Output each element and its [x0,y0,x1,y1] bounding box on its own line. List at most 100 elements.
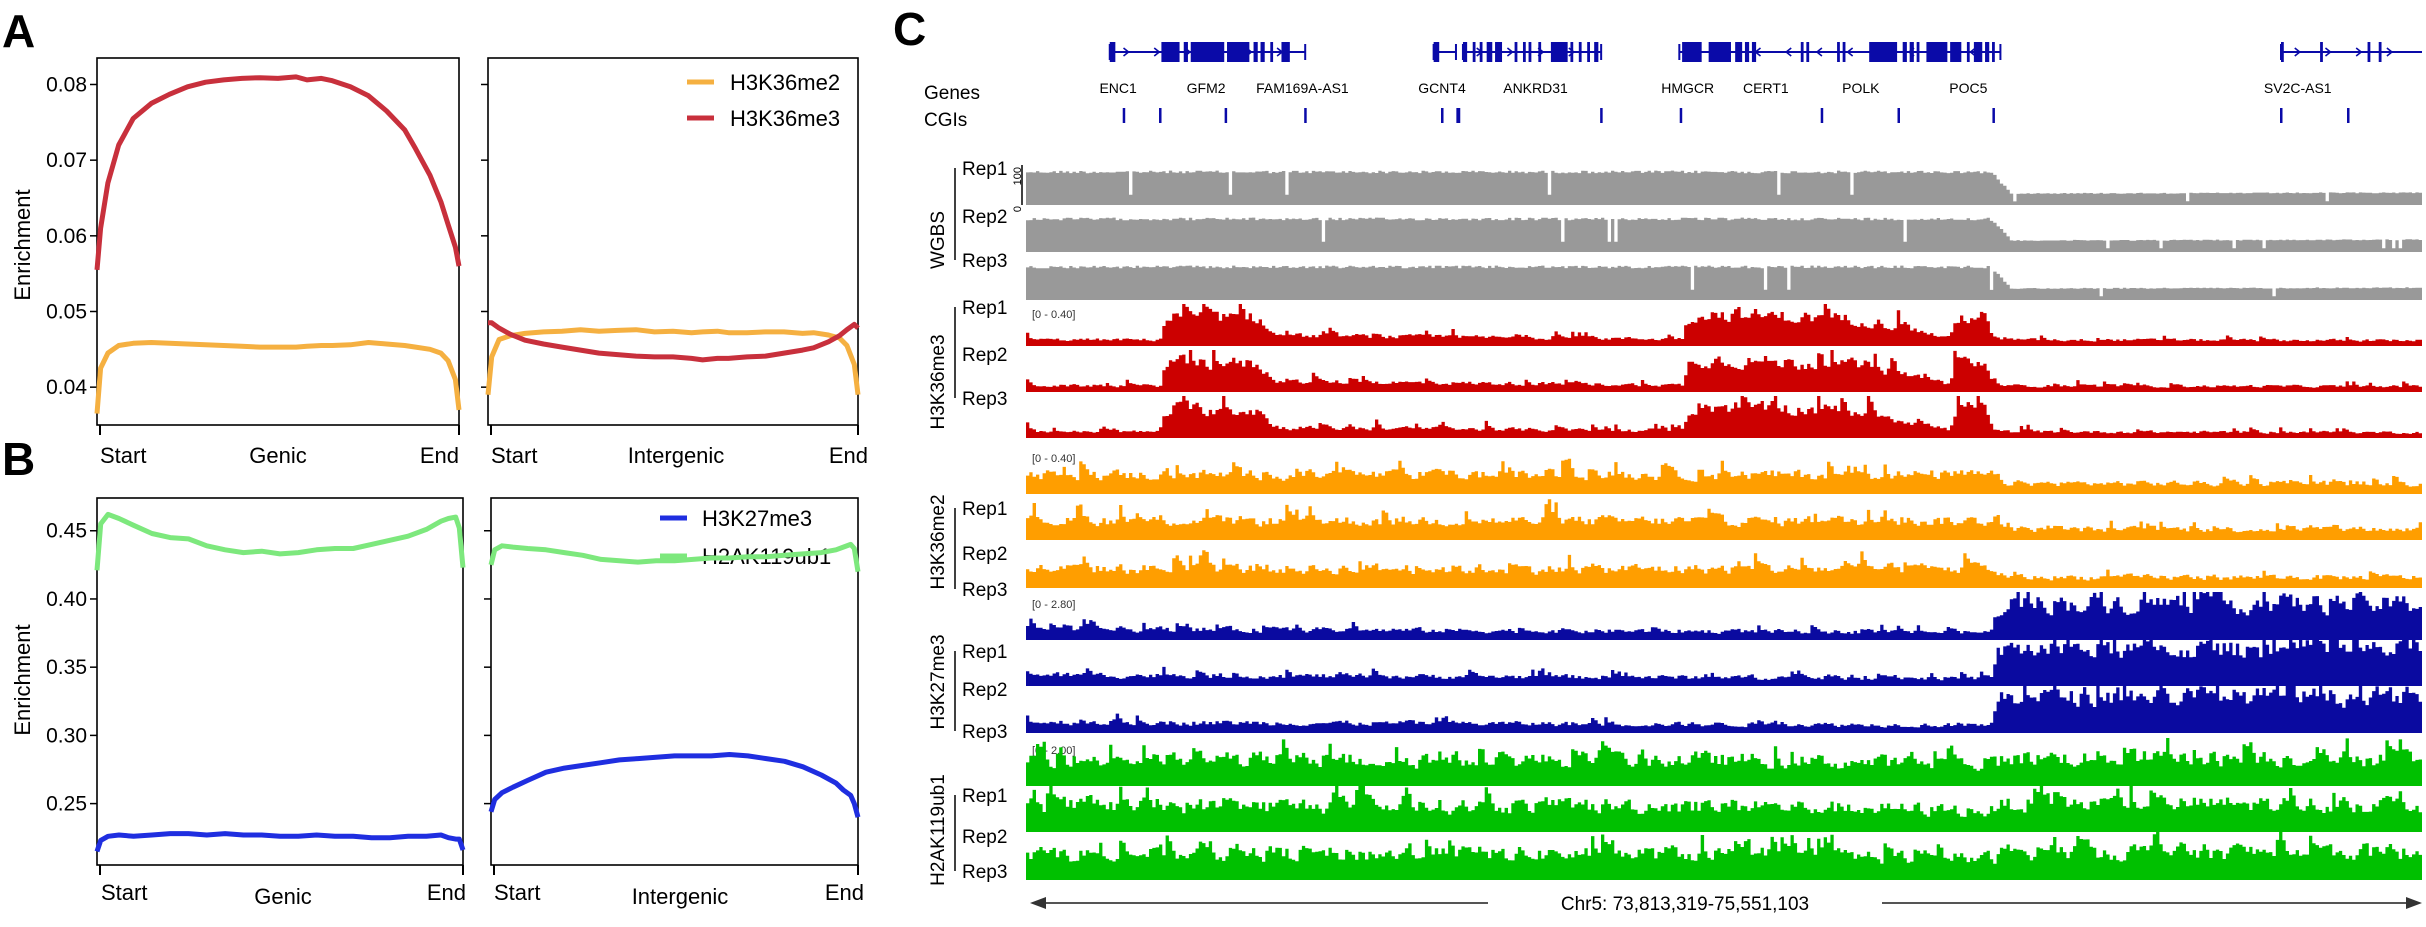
gene-label: POLK [1842,80,1880,96]
exon [1985,42,1990,62]
exon [1161,42,1180,62]
chart-b-intergenic: Intergenic Start End H3K27me3 H2AK119ub1 [484,497,864,909]
signal-track-h3k36me2-rep2 [1026,499,2422,540]
exon [1578,42,1582,62]
track-group-h3k27me3: H3K27me3 [0 - 2.80] Rep1 Rep2 Rep3 [928,592,2422,743]
exon [1486,42,1493,62]
x-tick-start: Start [491,443,537,468]
replicate-label: Rep2 [962,827,1007,848]
exon [1183,42,1188,62]
cgi-mark [1820,108,1824,123]
y-tick-label: 0.04 [46,376,87,399]
series-line-h2ak119ub1 [94,511,466,571]
exon [1806,42,1810,62]
legend: H3K36me2 H3K36me3 [687,70,840,131]
signal-track-h3k36me3-rep3 [1026,396,2422,438]
strand-arrow-icon [2386,47,2394,57]
series-line-h3k27me3 [94,831,466,853]
signal-track-h3k27me3-rep1 [1026,592,2422,640]
strand-arrow-icon [1506,47,1514,57]
signal-track-h3k36me3-rep1 [1026,304,2422,346]
panel-label-c: C [893,3,926,55]
exon [1253,42,1258,62]
series-line-h3k36me3 [488,320,860,363]
exon [1109,42,1116,62]
exon [1270,42,1274,62]
cgi-mark [1600,108,1603,123]
legend-label: H3K27me3 [702,506,812,531]
region-label: Chr5: 73,813,319-75,551,103 [1561,894,1809,915]
exon [2378,42,2382,62]
strand-arrow-icon [2324,47,2332,57]
track-range-label: [0 - 0.40] [1032,453,1075,465]
series-line-h3k36me2 [485,327,861,396]
track-scale-max: 100 [1012,167,1024,185]
cgi-mark [2347,108,2350,123]
exon [1708,42,1731,62]
signal-track-wgbs-rep3 [1026,265,2422,300]
track-scale-min: 0 [1012,206,1024,212]
cgi-track [1122,108,2350,123]
x-tick-end: End [420,443,459,468]
y-tick-label: 0.25 [46,793,87,816]
plot-frame [96,57,460,426]
strand-arrow-icon [1969,47,1976,57]
exon [1973,42,1983,62]
gene-label: SV2C-AS1 [2264,80,2332,96]
replicate-label: Rep1 [962,499,1007,520]
series-line-h2ak119ub1 [488,541,861,573]
replicate-label: Rep2 [962,680,1007,701]
chart-a-genic: Enrichment Genic Start End 0.04 0.05 0.06 0… [10,57,462,468]
y-tick-label: 0.07 [46,149,87,172]
plot-frame [490,497,859,866]
y-tick-label: 0.05 [46,300,87,323]
legend-label: H3K36me2 [730,70,840,95]
y-axis-label: Enrichment [10,624,35,735]
exon [1916,42,1920,62]
x-tick-start: Start [101,880,147,905]
exon [1570,42,1574,62]
plot-frame [487,57,859,426]
y-tick-label: 0.40 [46,588,87,611]
track-range-label: [0 - 2.80] [1032,599,1075,611]
signal-track-h3k36me2-rep1 [1026,458,2422,494]
track-group-h3k36me3: H3K36me3 [0 - 0.40] Rep1 Rep2 Rep3 [928,298,2422,438]
exon [1950,42,1962,62]
gene-label: POC5 [1949,80,1987,96]
cgi-mark [1441,108,1444,123]
track-group-label: H3K27me3 [928,634,949,729]
exon [1495,42,1503,62]
replicate-label: Rep2 [962,207,1007,228]
exon [1800,42,1804,62]
strand-arrow-icon [1123,47,1130,57]
track-group-label: H3K36me2 [928,494,949,589]
series-line-h3k27me3 [488,752,861,818]
x-axis-label: Intergenic [632,884,729,909]
exon [1926,42,1948,62]
gene-label: ANKRD31 [1503,80,1568,96]
gene-label: GCNT4 [1418,80,1466,96]
cgi-mark [1122,108,1126,123]
strand-arrow-icon [2294,47,2302,57]
x-tick-end: End [825,880,864,905]
exon [1479,42,1483,62]
exon [1538,42,1542,62]
strand-arrow-icon [1153,47,1161,57]
track-group-label: H2AK119ub1 [928,774,949,886]
exon [1869,42,1898,62]
exon [1190,42,1225,62]
panel-label-a: A [2,5,35,57]
x-axis-label: Genic [254,884,311,909]
cgi-mark [1992,108,1995,123]
track-group-label: H3K36me3 [928,334,949,429]
series-line-h3k36me3 [94,74,462,271]
arrow-right-icon [2406,897,2422,909]
cgi-mark [1224,108,1228,123]
y-tick-label: 0.06 [46,225,87,248]
signal-tracks: WGBS Rep1 Rep2 Rep3 100 0 H3K36me3 [0 - 0.40] Re… [928,159,2422,886]
signal-track-h2ak119ub1-rep3 [1026,832,2422,880]
gene-label: CERT1 [1743,80,1789,96]
replicate-label: Rep2 [962,345,1007,366]
replicate-label: Rep3 [962,251,1007,272]
